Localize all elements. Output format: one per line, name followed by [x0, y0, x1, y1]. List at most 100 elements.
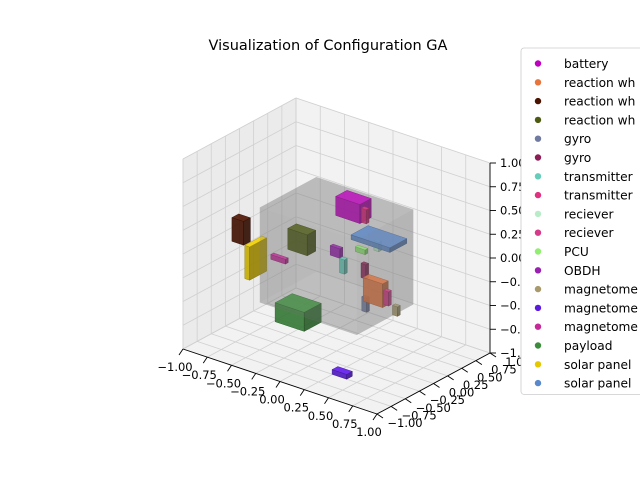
component-box-top-face — [329, 243, 344, 250]
component-box — [350, 225, 408, 253]
y-tick-label: 0.50 — [477, 370, 503, 384]
component-box — [391, 303, 401, 317]
grid-line — [239, 318, 434, 384]
x-tick-label: 1.00 — [356, 425, 382, 439]
y-tick — [447, 375, 454, 381]
x-tick-label: −0.50 — [206, 376, 241, 390]
tick-labels: −1.00−1.00−1.00−0.75−0.75−0.75−0.50−0.50… — [157, 156, 535, 439]
component-box-top-face — [350, 225, 408, 249]
component-box-top-face — [360, 261, 370, 266]
x-tick-label: 0.50 — [308, 409, 334, 423]
y-tick-label: 0.75 — [491, 363, 517, 377]
component-box-top-face — [362, 274, 389, 285]
x-tick — [178, 348, 184, 356]
grid-line — [304, 328, 418, 390]
legend-marker — [534, 267, 542, 274]
x-tick-label: 0.25 — [283, 401, 309, 415]
component-box-top-face — [287, 223, 317, 236]
component-box-front-face — [244, 245, 250, 281]
y-tick — [419, 390, 426, 396]
legend-label: battery — [564, 57, 608, 71]
legend-marker — [534, 154, 542, 161]
legend-label: solar panel — [564, 377, 631, 391]
y-tick — [405, 398, 412, 404]
grid-line — [295, 145, 491, 211]
y-tick — [390, 406, 398, 411]
x-tick-label: 0.00 — [259, 393, 285, 407]
legend-label: reaction wh — [564, 76, 635, 90]
grid-line — [295, 121, 491, 188]
x-tick — [275, 381, 281, 388]
legend-marker — [534, 135, 542, 142]
x-tick-label: −0.25 — [230, 384, 265, 398]
component-box — [274, 293, 322, 332]
y-tick — [461, 367, 468, 373]
legend-marker — [534, 97, 542, 105]
x-tick-label: −0.75 — [182, 368, 217, 382]
legend-label: solar panel — [564, 358, 631, 372]
x-tick — [299, 389, 305, 396]
y-tick — [433, 383, 440, 388]
grid-line — [182, 121, 297, 184]
legend-frame — [520, 47, 640, 395]
legend-marker — [534, 323, 542, 330]
component-box — [331, 366, 353, 380]
legend-label: payload — [564, 339, 612, 353]
legend-label: reaction wh — [564, 95, 635, 109]
legend-marker — [534, 379, 542, 387]
legend-label: reciever — [564, 226, 615, 240]
legend-label: OBDH — [564, 264, 601, 278]
y-tick-label: −0.50 — [416, 401, 451, 415]
x-tick — [202, 356, 208, 364]
x-tick-label: 0.75 — [332, 417, 358, 431]
legend-marker — [534, 79, 542, 86]
x-tick — [372, 413, 378, 421]
component-box-top-face — [339, 256, 348, 261]
component-box-top-face — [360, 206, 370, 210]
legend-marker — [534, 342, 542, 349]
legend-label: transmitter — [564, 170, 634, 184]
component-box-top-face — [383, 288, 392, 293]
legend-label: gyro — [564, 151, 591, 165]
z-tick-label: 0.75 — [500, 180, 526, 194]
x-tick — [324, 397, 329, 404]
structure-right-face — [356, 209, 414, 335]
component-box-top-face — [244, 235, 268, 248]
structure-top-face — [259, 177, 414, 240]
component-boxes — [231, 190, 408, 380]
legend-marker — [534, 248, 542, 255]
legend-marker — [534, 229, 542, 236]
grid-line — [295, 97, 491, 164]
legend-label: gyro — [564, 132, 591, 146]
chart-title: Visualization of Configuration GA — [209, 38, 448, 54]
grid-line — [295, 192, 491, 259]
component-box — [360, 206, 370, 225]
component-box — [339, 256, 348, 275]
component-box — [287, 223, 317, 257]
y-tick-label: −0.75 — [402, 408, 437, 422]
component-box-front-face — [231, 217, 244, 246]
x-tick — [348, 405, 354, 413]
y-tick-label: −1.00 — [387, 416, 422, 430]
component-box — [329, 243, 344, 259]
legend-marker — [534, 304, 542, 312]
legend-marker — [534, 210, 542, 218]
legend-label: reaction wh — [564, 113, 635, 127]
x-tick — [227, 365, 232, 372]
component-box — [244, 235, 268, 281]
legend-marker — [534, 361, 542, 368]
y-tick — [489, 352, 497, 358]
component-box — [383, 288, 392, 307]
z-tick-label: 1.00 — [500, 156, 526, 170]
component-box-side-face — [243, 217, 251, 246]
legend-label: PCU — [564, 245, 589, 259]
legend-label: magnetome — [564, 283, 638, 297]
y-tick-label: 0.00 — [449, 386, 475, 400]
grid-line — [182, 145, 297, 207]
component-box-top-face — [391, 303, 401, 308]
grid-line — [295, 168, 491, 235]
z-tick-label: 0.00 — [500, 251, 526, 265]
legend-label: reciever — [564, 207, 615, 221]
